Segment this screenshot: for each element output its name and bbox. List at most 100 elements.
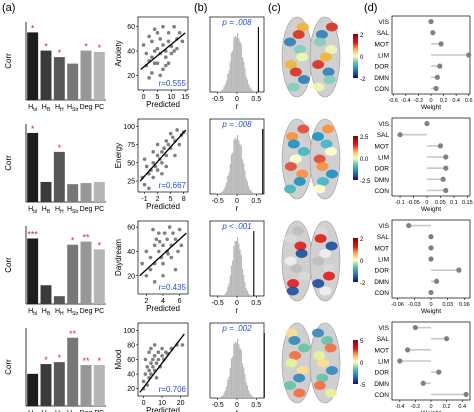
histogram-bin (230, 265, 233, 296)
brain-region (287, 139, 300, 149)
weight-dot (433, 278, 440, 284)
scatter-point (171, 231, 175, 235)
scatter-point (166, 61, 171, 66)
scatter-point (164, 164, 169, 169)
histogram-bin (229, 163, 231, 194)
histogram-bin (223, 294, 225, 296)
brain-region (322, 271, 335, 281)
histogram-bin (254, 193, 256, 194)
x-tick-label: 0 (142, 400, 146, 407)
histogram-bin (232, 50, 234, 92)
scatter-point (163, 55, 168, 59)
scatter-point (144, 164, 149, 169)
brain-region (293, 45, 306, 54)
weight-dot (428, 245, 434, 251)
brain-region (315, 30, 328, 39)
x-tick-label: HStr (67, 308, 79, 317)
brain-region (289, 67, 302, 77)
brain-region (319, 249, 332, 258)
scatter-point (150, 55, 154, 59)
x-tick-label: -1 (141, 196, 147, 203)
scatter-point (177, 31, 182, 35)
x-tick-label: 0.5 (251, 198, 261, 205)
colorbar-tick-label: 2 (360, 33, 364, 39)
panel-label-a: (a) (2, 2, 15, 14)
y-axis-label: Energy (114, 143, 123, 168)
y-tick-label: 20 (127, 73, 135, 80)
category-label: LIM (378, 359, 389, 366)
x-tick-label: HB (42, 410, 51, 412)
brain-region (292, 30, 305, 39)
panel-label-c: (c) (268, 2, 281, 14)
weight-dot (428, 256, 434, 262)
histogram-bin (237, 135, 239, 194)
r-value-label: r=0.555 (159, 79, 187, 88)
brain-region (313, 351, 326, 360)
weight-dot (463, 391, 469, 398)
scatter-point (155, 142, 160, 147)
histogram-bin (233, 343, 235, 398)
scatter-point (147, 186, 151, 191)
brain-map-1: 2 0 -2 (281, 16, 366, 98)
x-tick-label: 15 (181, 94, 189, 101)
scatter-point (152, 280, 157, 284)
weight-dot (443, 165, 449, 171)
histogram-bin (228, 70, 230, 92)
histogram-bin (245, 178, 247, 194)
histogram-bin (233, 245, 235, 296)
histogram-bin (224, 293, 226, 296)
histogram-bin (250, 394, 252, 398)
histogram-bin (248, 390, 250, 398)
histogram-bin (249, 87, 251, 92)
brain-region (325, 388, 338, 398)
scatter-point (173, 237, 178, 242)
y-axis-label: Corr (4, 359, 13, 375)
scatter-point (169, 51, 174, 56)
scatter-point (151, 227, 155, 232)
brain-region (284, 37, 297, 47)
histogram-bin (241, 159, 244, 194)
brain-region (316, 177, 329, 186)
x-tick-label: -0.06 (391, 302, 404, 308)
bar (80, 365, 92, 406)
scatter-point (155, 153, 160, 158)
x-tick-label: -0.5 (212, 300, 224, 307)
scatter-point (180, 39, 185, 44)
weight-dot (428, 18, 434, 25)
brain-region (314, 234, 327, 243)
histogram-4: p = .002 -0.5 0 0.5 r (209, 322, 265, 412)
brain-region (293, 388, 306, 398)
histogram-bin (244, 282, 246, 296)
brain-region (324, 343, 337, 353)
scatter-point (152, 61, 157, 66)
category-label: DMN (374, 279, 389, 286)
weight-dot (420, 380, 426, 386)
histogram-bin (234, 341, 236, 398)
histogram-bin (230, 52, 233, 92)
scatter-point (161, 43, 165, 47)
histogram-bin (223, 392, 225, 398)
brain-region (317, 358, 330, 368)
x-tick-label: HStr (67, 206, 79, 215)
fit-line (139, 333, 185, 393)
weight-dot (428, 234, 434, 240)
x-tick-label: -0.4 (395, 404, 404, 410)
x-tick-label: -0.2 (411, 404, 420, 410)
histogram-bin (235, 241, 237, 296)
brain-region (296, 169, 309, 179)
x-tick-label: -0.05 (407, 200, 420, 206)
scatter-point (147, 76, 151, 80)
p-value-label: p = .008 (221, 18, 252, 27)
x-tick-label: PC (94, 410, 104, 412)
scatter-point (166, 31, 171, 35)
colorbar-tick-label: 2.5 (360, 135, 369, 141)
scatter-point (154, 361, 159, 365)
histogram-bin (238, 38, 240, 92)
scatter-point (166, 252, 170, 256)
brain-region (313, 381, 326, 390)
bar (53, 362, 65, 406)
fit-line (139, 232, 187, 277)
scatter-point (144, 249, 149, 254)
brain-map-3: 2 0 -2 (281, 220, 366, 302)
